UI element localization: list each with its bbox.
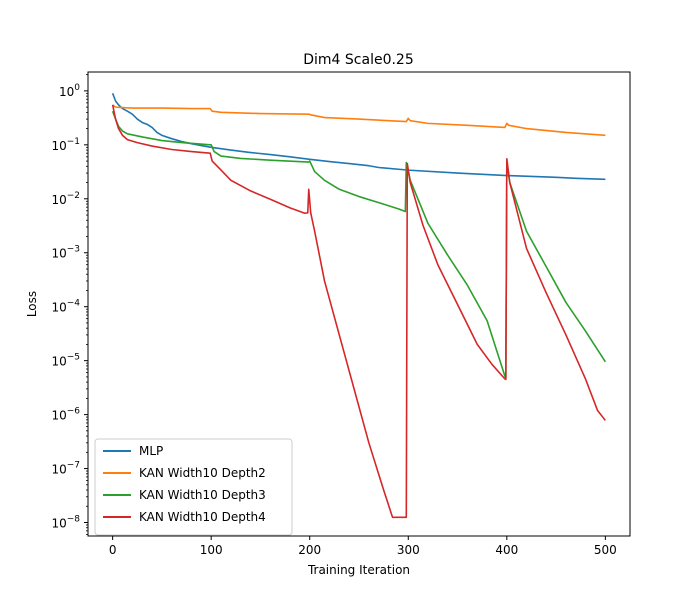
legend: MLP KAN Width10 Depth2 KAN Width10 Depth3 K… xyxy=(94,438,293,536)
y-tick-exponent: −8 xyxy=(67,515,81,525)
x-tick-label: 0 xyxy=(109,543,117,557)
y-tick-base: 10 xyxy=(51,409,66,423)
y-tick-exponent: −5 xyxy=(67,353,80,363)
series-line-2 xyxy=(112,104,606,137)
y-axis-label: Loss xyxy=(25,291,39,317)
y-tick-label: 10−8 xyxy=(51,515,80,531)
legend-label: MLP xyxy=(139,444,163,458)
y-tick-exponent: −1 xyxy=(67,137,80,147)
y-tick-label: 10−2 xyxy=(51,191,80,207)
y-tick-label: 100 xyxy=(59,83,80,99)
legend-label: KAN Width10 Depth2 xyxy=(139,466,266,480)
y-tick-base: 10 xyxy=(51,301,66,315)
y-tick-label: 10−5 xyxy=(51,353,80,369)
series-line-1 xyxy=(111,93,606,181)
x-tick-label: 200 xyxy=(298,543,321,557)
y-tick-exponent: −3 xyxy=(67,245,80,255)
y-tick-exponent: −4 xyxy=(67,299,81,309)
y-tick-exponent: −6 xyxy=(67,407,81,417)
x-axis-label: Training Iteration xyxy=(307,563,410,577)
x-tick-label: 500 xyxy=(594,543,617,557)
y-tick-base: 10 xyxy=(51,193,66,207)
y-tick-base: 10 xyxy=(59,85,74,99)
series-lines xyxy=(111,93,607,519)
y-tick-label: 10−1 xyxy=(51,137,80,153)
legend-label: KAN Width10 Depth4 xyxy=(139,510,266,524)
x-tick-label: 400 xyxy=(495,543,518,557)
x-tick-label: 100 xyxy=(200,543,223,557)
x-tick-label: 300 xyxy=(397,543,420,557)
y-tick-label: 10−6 xyxy=(51,407,80,423)
x-axis-ticks: 0 100 200 300 400 500 xyxy=(109,536,617,557)
y-tick-exponent: 0 xyxy=(74,83,80,93)
chart-title: Dim4 Scale0.25 xyxy=(303,52,414,68)
y-tick-base: 10 xyxy=(51,139,66,153)
y-tick-base: 10 xyxy=(51,247,66,261)
plot-frame xyxy=(87,71,631,537)
y-tick-exponent: −7 xyxy=(67,461,80,471)
y-tick-base: 10 xyxy=(51,517,66,531)
y-tick-base: 10 xyxy=(51,463,66,477)
legend-label: KAN Width10 Depth3 xyxy=(139,488,266,502)
legend-box xyxy=(94,438,293,536)
series-line-4 xyxy=(111,104,606,519)
y-tick-base: 10 xyxy=(51,355,66,369)
y-tick-exponent: −2 xyxy=(67,191,80,201)
y-tick-label: 10−7 xyxy=(51,461,80,477)
y-tick-label: 10−3 xyxy=(51,245,80,261)
y-tick-label: 10−4 xyxy=(51,299,80,315)
